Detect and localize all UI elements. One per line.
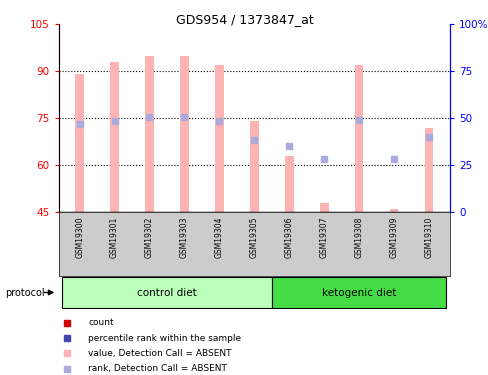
Text: protocol: protocol xyxy=(5,288,44,297)
Text: GSM19302: GSM19302 xyxy=(145,217,154,258)
Bar xyxy=(285,156,293,212)
Bar xyxy=(389,209,398,212)
Text: GSM19300: GSM19300 xyxy=(75,217,84,258)
Text: GSM19306: GSM19306 xyxy=(284,217,293,258)
Text: GSM19307: GSM19307 xyxy=(319,217,328,258)
Text: value, Detection Call = ABSENT: value, Detection Call = ABSENT xyxy=(88,349,231,358)
Text: GSM19301: GSM19301 xyxy=(110,217,119,258)
Text: GSM19310: GSM19310 xyxy=(424,217,432,258)
Text: count: count xyxy=(88,318,113,327)
Bar xyxy=(424,128,432,212)
Text: percentile rank within the sample: percentile rank within the sample xyxy=(88,333,241,342)
Text: GSM19308: GSM19308 xyxy=(354,217,363,258)
Text: GSM19309: GSM19309 xyxy=(389,217,398,258)
Bar xyxy=(249,121,258,212)
Text: GDS954 / 1373847_at: GDS954 / 1373847_at xyxy=(175,13,313,26)
Text: rank, Detection Call = ABSENT: rank, Detection Call = ABSENT xyxy=(88,364,226,373)
Bar xyxy=(319,202,328,212)
Bar xyxy=(354,65,363,212)
Bar xyxy=(145,56,154,212)
Bar xyxy=(180,56,188,212)
Text: ketogenic diet: ketogenic diet xyxy=(321,288,395,297)
Text: GSM19305: GSM19305 xyxy=(249,217,258,258)
Text: control diet: control diet xyxy=(137,288,197,297)
Bar xyxy=(215,65,224,212)
Bar xyxy=(62,278,271,308)
Text: GSM19304: GSM19304 xyxy=(214,217,224,258)
Text: GSM19303: GSM19303 xyxy=(180,217,188,258)
Bar xyxy=(110,62,119,212)
Bar xyxy=(75,74,84,212)
Bar xyxy=(271,278,446,308)
